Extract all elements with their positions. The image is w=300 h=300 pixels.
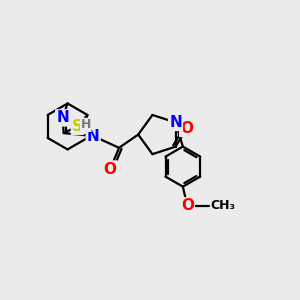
Text: N: N [169,115,182,130]
Text: S: S [72,119,83,134]
Text: O: O [180,121,193,136]
Text: CH₃: CH₃ [211,199,236,212]
Text: H: H [81,118,91,131]
Text: O: O [181,198,194,213]
Text: N: N [87,128,100,143]
Text: N: N [56,110,69,125]
Text: O: O [104,161,117,176]
